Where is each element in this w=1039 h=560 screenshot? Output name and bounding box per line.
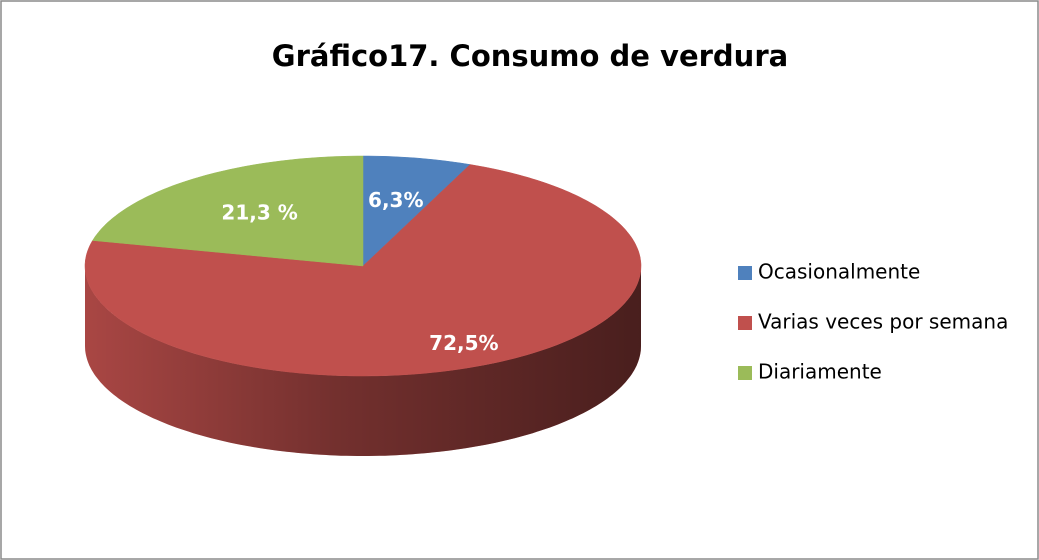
data-label: 72,5% (429, 331, 498, 355)
legend-swatch (738, 366, 752, 380)
legend-label: Ocasionalmente (758, 260, 920, 284)
chart-title: Gráfico17. Consumo de verdura (272, 39, 788, 73)
legend-label: Diariamente (758, 360, 882, 384)
data-label: 6,3% (368, 188, 423, 212)
legend-swatch (738, 266, 752, 280)
data-label: 21,3 % (221, 201, 297, 225)
slice (92, 155, 364, 267)
slice (362, 155, 471, 267)
legend-label: Varias veces por semana (758, 310, 1008, 334)
slice-side-shade (85, 266, 641, 456)
slice (84, 164, 642, 377)
legend-swatch (738, 316, 752, 330)
